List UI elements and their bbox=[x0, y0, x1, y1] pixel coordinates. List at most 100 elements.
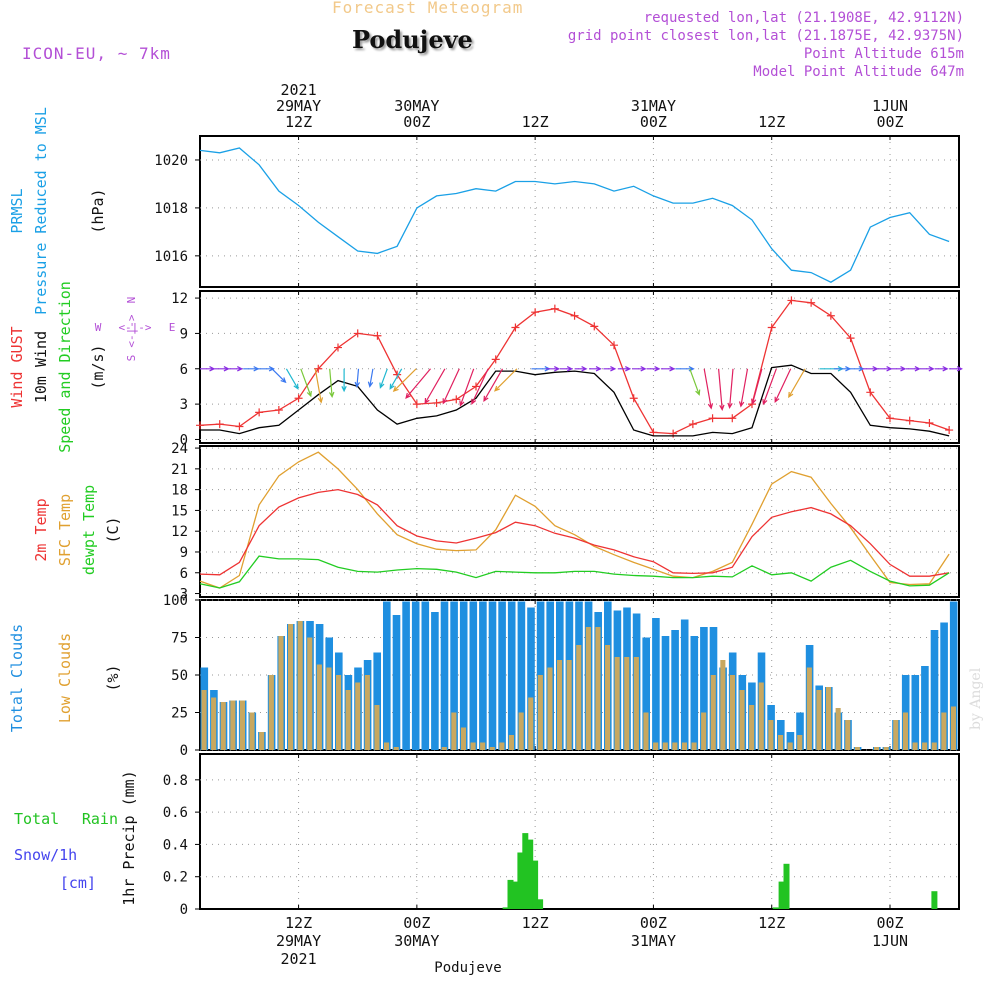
wind-gust-line bbox=[199, 299, 950, 435]
footer-location: Podujeve bbox=[434, 960, 501, 976]
wind-arrow bbox=[905, 366, 921, 372]
low-cloud-bar bbox=[662, 742, 668, 750]
y-tick-label: 18 bbox=[171, 483, 188, 499]
panel-frame-wind bbox=[199, 290, 960, 444]
low-cloud-bar bbox=[230, 700, 236, 750]
low-cloud-bar bbox=[278, 636, 284, 750]
wind-arrow bbox=[285, 368, 299, 390]
panel-temperature bbox=[195, 445, 960, 598]
y-tick-label: 24 bbox=[171, 441, 188, 457]
low-cloud-bar bbox=[710, 675, 716, 750]
axis-label-clouds: Total Clouds bbox=[8, 624, 26, 732]
wind-gust-line-marker bbox=[945, 426, 954, 435]
low-cloud-bar bbox=[806, 667, 812, 750]
low-cloud-bar bbox=[854, 747, 860, 750]
low-cloud-bar bbox=[508, 735, 514, 750]
bottom-time-label: 2021 bbox=[281, 950, 317, 968]
wind-arrow bbox=[788, 368, 806, 399]
panel-frame-pressure bbox=[199, 135, 960, 288]
wind-gust-line-marker bbox=[412, 400, 421, 409]
total-cloud-bar bbox=[652, 618, 660, 750]
low-cloud-bar bbox=[384, 742, 390, 750]
wind-gust-line-marker bbox=[373, 331, 382, 340]
wind-arrow bbox=[424, 368, 446, 405]
model-altitude: Model Point Altitude 647m bbox=[753, 64, 964, 80]
wind-gust-line-marker bbox=[235, 422, 244, 431]
total-cloud-bar bbox=[402, 601, 410, 750]
axis-label-pressure: PRMSL bbox=[8, 188, 26, 233]
y-tick-label: 9 bbox=[180, 545, 188, 561]
sfc-temp-line bbox=[199, 451, 950, 589]
total-cloud-bar bbox=[700, 627, 708, 750]
rain-bar bbox=[517, 852, 524, 909]
precip-label-rain: Rain bbox=[82, 810, 118, 828]
low-cloud-bar bbox=[758, 682, 764, 750]
rain-bar bbox=[512, 881, 519, 909]
bottom-time-label: 00Z bbox=[640, 914, 667, 932]
wind-arrow bbox=[751, 368, 763, 405]
pressure-line bbox=[199, 147, 950, 283]
wind-arrow bbox=[228, 366, 244, 372]
axis-label-clouds: (%) bbox=[104, 664, 122, 691]
low-cloud-bar bbox=[835, 708, 841, 750]
wind-gust-line-marker bbox=[826, 311, 835, 320]
top-time-label: 31MAY bbox=[631, 97, 676, 115]
wind-gust-line-marker bbox=[491, 355, 500, 364]
wind-gust-line-marker bbox=[925, 418, 934, 427]
low-cloud-bar bbox=[643, 712, 649, 750]
low-cloud-bar bbox=[374, 705, 380, 750]
wind-arrow bbox=[617, 366, 632, 372]
location-title: Podujeve bbox=[352, 25, 473, 54]
wind-gust-line-marker bbox=[787, 296, 796, 305]
wind-gust-line-marker bbox=[196, 421, 204, 430]
total-cloud-bar bbox=[949, 601, 958, 750]
wind-arrow bbox=[243, 366, 260, 372]
wind-arrow bbox=[934, 366, 949, 372]
low-cloud-bar bbox=[845, 720, 851, 750]
y-tick-label: 1018 bbox=[154, 201, 188, 217]
low-cloud-bar bbox=[893, 720, 899, 750]
compass-west: W bbox=[95, 321, 102, 334]
wind-arrow bbox=[738, 368, 749, 408]
rain-bar bbox=[502, 907, 509, 909]
low-cloud-bar bbox=[720, 660, 726, 750]
wind-arrow bbox=[328, 368, 335, 399]
low-cloud-bar bbox=[518, 712, 524, 750]
total-cloud-bar bbox=[383, 601, 391, 750]
gridpoint-coordinates: grid point closest lon,lat (21.1875E, 42… bbox=[567, 28, 964, 44]
total-cloud-bar bbox=[642, 637, 650, 750]
y-tick-label: 1016 bbox=[154, 249, 188, 265]
axis-label-temperature: 2m Temp bbox=[32, 498, 50, 561]
wind-gust-line-marker bbox=[432, 398, 441, 407]
y-tick-label: 0.8 bbox=[163, 773, 188, 789]
y-tick-label: 21 bbox=[171, 462, 188, 478]
low-cloud-bar bbox=[902, 712, 908, 750]
total-cloud-bar bbox=[911, 675, 920, 750]
top-time-label: 00Z bbox=[876, 113, 903, 131]
compass-horizontal: <-|-> bbox=[118, 321, 151, 334]
total-cloud-bar bbox=[661, 636, 670, 750]
axis-label-wind: (m/s) bbox=[89, 344, 107, 389]
low-cloud-bar bbox=[489, 747, 495, 750]
total-cloud-bar bbox=[488, 601, 497, 750]
wind-gust-line-marker bbox=[767, 323, 776, 332]
compass-east: E bbox=[169, 321, 176, 334]
low-cloud-bar bbox=[624, 657, 630, 750]
temp-2m-line bbox=[199, 488, 950, 577]
wind-gust-line-marker bbox=[807, 298, 816, 307]
low-cloud-bar bbox=[537, 675, 543, 750]
wind-arrow bbox=[545, 366, 561, 372]
y-tick-label: 0.4 bbox=[163, 837, 188, 853]
low-cloud-bar bbox=[633, 657, 639, 750]
wind-arrow bbox=[214, 366, 230, 372]
top-time-label: 00Z bbox=[640, 113, 667, 131]
top-time-label: 12Z bbox=[522, 113, 549, 131]
low-cloud-bar bbox=[826, 687, 832, 750]
wind-arrow bbox=[442, 368, 460, 405]
top-time-label: 00Z bbox=[403, 113, 430, 131]
wind-arrow bbox=[703, 368, 714, 410]
wind-arrow bbox=[891, 366, 907, 372]
low-cloud-bar bbox=[691, 742, 697, 750]
model-label: ICON-EU, ~ 7km bbox=[22, 44, 171, 63]
low-cloud-bar bbox=[672, 742, 678, 750]
